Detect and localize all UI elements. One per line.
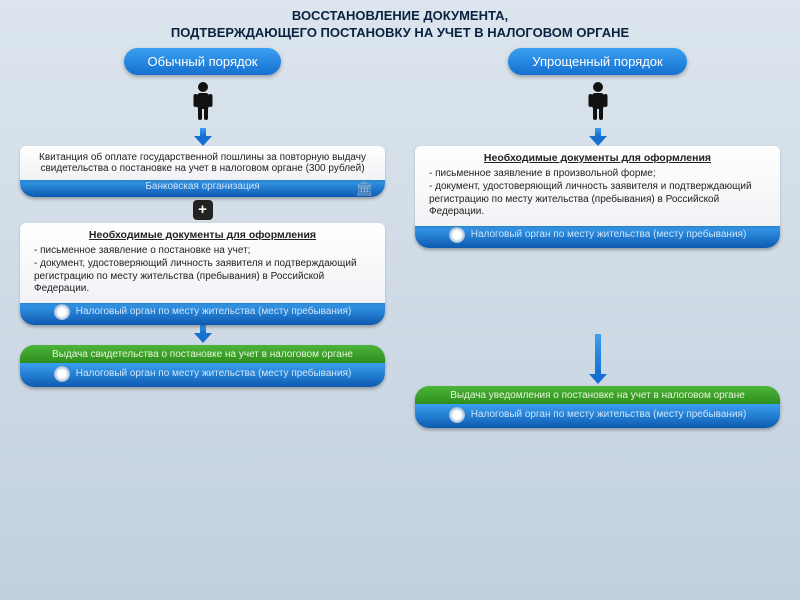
list-item: документ, удостоверяющий личность заявит… — [34, 258, 375, 296]
left-block-1-body: Квитанция об оплате государственной пошл… — [20, 146, 385, 180]
emblem-icon — [54, 366, 70, 382]
left-block-3-footer-text: Налоговый орган по месту жительства (мес… — [76, 368, 352, 379]
right-block-1-header: Необходимые документы для оформления — [425, 152, 770, 164]
left-block-3-footer: Налоговый орган по месту жительства (мес… — [20, 363, 385, 387]
left-block-2: Необходимые документы для оформления пис… — [20, 223, 385, 325]
right-header-pill: Упрощенный порядок — [508, 48, 686, 75]
bank-icon: 🏛 — [355, 180, 373, 197]
left-block-2-footer: Налоговый орган по месту жительства (мес… — [20, 301, 385, 325]
arrow-down-icon — [589, 128, 607, 146]
left-block-3: Выдача свидетельства о постановке на уче… — [20, 343, 385, 387]
page-title: ВОССТАНОВЛЕНИЕ ДОКУМЕНТА, ПОДТВЕРЖДАЮЩЕГ… — [0, 0, 800, 44]
right-block-1-footer-text: Налоговый орган по месту жительства (мес… — [471, 229, 747, 240]
left-block-3-body: Выдача свидетельства о постановке на уче… — [20, 345, 385, 365]
left-block-2-header: Необходимые документы для оформления — [30, 229, 375, 241]
plus-icon: + — [193, 200, 213, 220]
right-block-1-footer: Налоговый орган по месту жительства (мес… — [415, 224, 780, 248]
right-block-2-text: Выдача уведомления о постановке на учет … — [450, 390, 745, 401]
list-item: документ, удостоверяющий личность заявит… — [429, 181, 770, 219]
right-block-2-body: Выдача уведомления о постановке на учет … — [415, 386, 780, 406]
person-icon — [192, 81, 214, 126]
left-block-1-footer: Банковская организация 🏛 — [20, 178, 385, 197]
right-block-2: Выдача уведомления о постановке на учет … — [415, 384, 780, 428]
right-block-1: Необходимые документы для оформления пис… — [415, 146, 780, 248]
left-block-3-text: Выдача свидетельства о постановке на уче… — [52, 349, 353, 360]
left-header-pill: Обычный порядок — [124, 48, 282, 75]
emblem-icon — [449, 407, 465, 423]
right-block-1-body: Необходимые документы для оформления пис… — [415, 146, 780, 226]
left-block-2-body: Необходимые документы для оформления пис… — [20, 223, 385, 303]
emblem-icon — [54, 304, 70, 320]
left-block-1: Квитанция об оплате государственной пошл… — [20, 146, 385, 197]
columns-container: Обычный порядок Квитанция об оплате госу… — [0, 44, 800, 428]
person-icon — [587, 81, 609, 126]
right-column: Упрощенный порядок Необходимые документы… — [415, 48, 780, 428]
left-block-2-footer-text: Налоговый орган по месту жительства (мес… — [76, 306, 352, 317]
arrow-down-icon — [194, 325, 212, 343]
left-block-1-footer-text: Банковская организация — [145, 181, 259, 192]
left-column: Обычный порядок Квитанция об оплате госу… — [20, 48, 385, 428]
arrow-down-icon — [194, 128, 212, 146]
emblem-icon — [449, 227, 465, 243]
title-line-1: ВОССТАНОВЛЕНИЕ ДОКУМЕНТА, — [30, 8, 770, 25]
left-block-2-list: письменное заявление о постановке на уче… — [30, 245, 375, 296]
right-block-2-footer-text: Налоговый орган по месту жительства (мес… — [471, 409, 747, 420]
list-item: письменное заявление о постановке на уче… — [34, 245, 375, 258]
arrow-down-icon — [589, 334, 607, 384]
title-line-2: ПОДТВЕРЖДАЮЩЕГО ПОСТАНОВКУ НА УЧЕТ В НАЛ… — [30, 25, 770, 42]
list-item: письменное заявление в произвольной форм… — [429, 168, 770, 181]
right-block-1-list: письменное заявление в произвольной форм… — [425, 168, 770, 219]
right-block-2-footer: Налоговый орган по месту жительства (мес… — [415, 404, 780, 428]
